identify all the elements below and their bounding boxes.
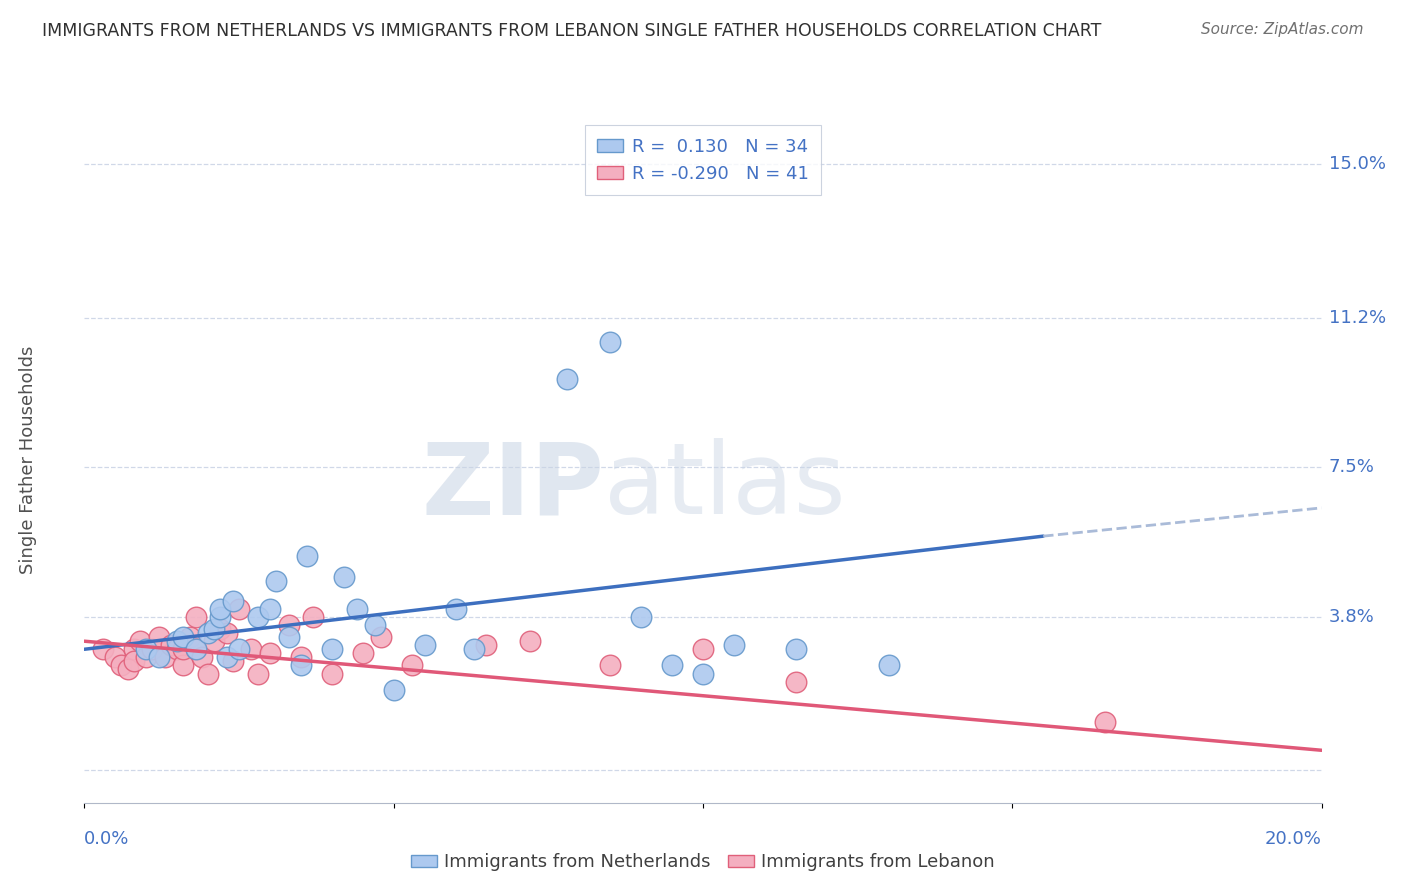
Point bbox=[129, 634, 152, 648]
Point bbox=[122, 654, 145, 668]
Point bbox=[599, 335, 621, 350]
Point bbox=[148, 630, 170, 644]
Text: Single Father Households: Single Father Households bbox=[20, 345, 37, 574]
Point bbox=[166, 642, 188, 657]
Point bbox=[295, 549, 318, 564]
Point bbox=[346, 602, 368, 616]
Point bbox=[723, 638, 745, 652]
Point bbox=[160, 638, 183, 652]
Point bbox=[240, 642, 263, 657]
Point bbox=[222, 594, 245, 608]
Text: 20.0%: 20.0% bbox=[1265, 830, 1322, 847]
Point bbox=[382, 682, 405, 697]
Point bbox=[692, 666, 714, 681]
Point bbox=[599, 658, 621, 673]
Point bbox=[364, 618, 387, 632]
Point bbox=[141, 642, 163, 657]
Point bbox=[519, 634, 541, 648]
Text: 11.2%: 11.2% bbox=[1329, 309, 1386, 327]
Point bbox=[321, 666, 343, 681]
Point bbox=[117, 663, 139, 677]
Point bbox=[555, 371, 578, 385]
Text: 15.0%: 15.0% bbox=[1329, 155, 1386, 173]
Point bbox=[264, 574, 287, 588]
Point bbox=[401, 658, 423, 673]
Point bbox=[197, 626, 219, 640]
Point bbox=[277, 630, 299, 644]
Point bbox=[191, 650, 214, 665]
Legend: Immigrants from Netherlands, Immigrants from Lebanon: Immigrants from Netherlands, Immigrants … bbox=[404, 847, 1002, 879]
Point bbox=[290, 658, 312, 673]
Point bbox=[184, 642, 207, 657]
Point bbox=[333, 569, 356, 583]
Text: 7.5%: 7.5% bbox=[1329, 458, 1375, 476]
Point bbox=[321, 642, 343, 657]
Point bbox=[661, 658, 683, 673]
Point bbox=[197, 666, 219, 681]
Point bbox=[179, 630, 201, 644]
Point bbox=[259, 646, 281, 660]
Point bbox=[166, 634, 188, 648]
Point bbox=[184, 642, 207, 657]
Point bbox=[463, 642, 485, 657]
Point bbox=[122, 642, 145, 657]
Point bbox=[475, 638, 498, 652]
Point bbox=[135, 642, 157, 657]
Point bbox=[135, 650, 157, 665]
Point bbox=[215, 650, 238, 665]
Point bbox=[110, 658, 132, 673]
Point bbox=[153, 650, 176, 665]
Point bbox=[302, 610, 325, 624]
Point bbox=[259, 602, 281, 616]
Point bbox=[246, 666, 269, 681]
Point bbox=[444, 602, 467, 616]
Point bbox=[630, 610, 652, 624]
Point bbox=[370, 630, 392, 644]
Point bbox=[209, 602, 232, 616]
Point bbox=[352, 646, 374, 660]
Point bbox=[785, 674, 807, 689]
Point bbox=[148, 650, 170, 665]
Point bbox=[877, 658, 900, 673]
Point bbox=[172, 630, 194, 644]
Point bbox=[228, 602, 250, 616]
Point bbox=[413, 638, 436, 652]
Point bbox=[222, 654, 245, 668]
Text: ZIP: ZIP bbox=[422, 438, 605, 535]
Point bbox=[1094, 714, 1116, 729]
Point bbox=[692, 642, 714, 657]
Point bbox=[172, 642, 194, 657]
Text: 0.0%: 0.0% bbox=[84, 830, 129, 847]
Point bbox=[202, 622, 225, 636]
Point bbox=[215, 626, 238, 640]
Point bbox=[290, 650, 312, 665]
Text: Source: ZipAtlas.com: Source: ZipAtlas.com bbox=[1201, 22, 1364, 37]
Point bbox=[209, 622, 232, 636]
Point bbox=[277, 618, 299, 632]
Legend: R =  0.130   N = 34, R = -0.290   N = 41: R = 0.130 N = 34, R = -0.290 N = 41 bbox=[585, 125, 821, 195]
Point bbox=[104, 650, 127, 665]
Point bbox=[184, 610, 207, 624]
Point bbox=[202, 634, 225, 648]
Point bbox=[246, 610, 269, 624]
Point bbox=[209, 610, 232, 624]
Point bbox=[228, 642, 250, 657]
Text: 3.8%: 3.8% bbox=[1329, 608, 1375, 626]
Point bbox=[172, 658, 194, 673]
Point bbox=[785, 642, 807, 657]
Text: IMMIGRANTS FROM NETHERLANDS VS IMMIGRANTS FROM LEBANON SINGLE FATHER HOUSEHOLDS : IMMIGRANTS FROM NETHERLANDS VS IMMIGRANT… bbox=[42, 22, 1101, 40]
Point bbox=[91, 642, 114, 657]
Text: atlas: atlas bbox=[605, 438, 845, 535]
